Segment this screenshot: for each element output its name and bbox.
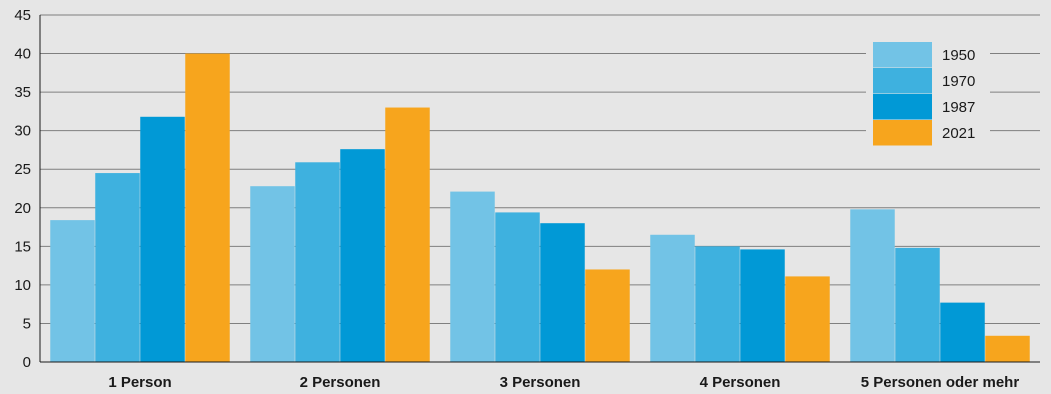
axes [39,15,1040,363]
bar-1987-2 [340,149,385,362]
category-label: 1 Person [108,374,171,391]
bar-1987-3 [540,223,585,362]
legend-swatch-1987 [873,94,932,120]
y-tick-label: 20 [14,200,31,217]
bar-1987-1 [140,116,185,362]
legend-label-1950: 1950 [942,47,975,64]
bar-1970-2 [295,162,340,362]
bar-1970-1 [95,173,140,362]
bar-1970-5 [895,247,940,362]
category-label: 3 Personen [500,374,581,391]
y-tick-label: 10 [14,277,31,294]
bar-1950-1 [50,220,95,362]
bar-1950-3 [450,191,495,362]
legend-label-1970: 1970 [942,73,975,90]
category-label: 5 Personen oder mehr [861,374,1020,391]
legend-swatch-1950 [873,42,932,68]
bar-1970-4 [695,246,740,362]
y-tick-label: 0 [23,354,31,371]
bar-2021-5 [985,335,1030,362]
bar-2021-3 [585,269,630,362]
legend-label-2021: 2021 [942,125,975,142]
legend-swatch-2021 [873,120,932,146]
bar-1970-3 [495,212,540,362]
y-tick-label: 45 [14,7,31,24]
legend-label-1987: 1987 [942,99,975,116]
bar-1987-4 [740,249,785,362]
y-tick-label: 5 [23,315,31,332]
bar-1950-2 [250,186,295,362]
bar-2021-4 [785,276,830,362]
bar-2021-2 [385,107,430,363]
category-labels: 1 Person 2 Personen 3 Personen 4 Personen 5 … [108,374,1019,391]
category-label: 2 Personen [300,374,381,391]
legend-swatch-1970 [873,68,932,94]
bar-1987-5 [940,302,985,362]
y-axis-tick-labels: 0 5 10 15 20 25 30 35 40 45 [14,7,31,371]
y-tick-label: 35 [14,84,31,101]
bar-1950-4 [650,234,695,362]
y-tick-label: 15 [14,238,31,255]
y-tick-label: 30 [14,123,31,140]
y-tick-label: 25 [14,161,31,178]
legend: 1950 1970 1987 2021 [866,37,990,151]
bar-1950-5 [850,209,895,362]
bar-2021-1 [185,53,230,363]
y-tick-label: 40 [14,46,31,63]
bars [50,53,1030,363]
category-label: 4 Personen [700,374,781,391]
